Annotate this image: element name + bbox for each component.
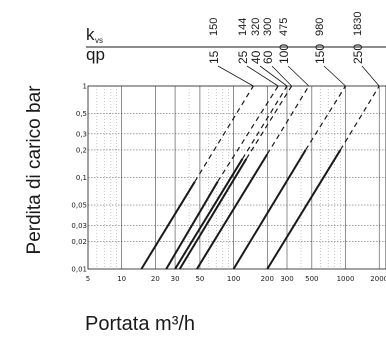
series-solid-40 <box>174 158 244 270</box>
x-tick-label: 500 <box>305 275 318 283</box>
y-tick-label: 0,5 <box>76 110 87 118</box>
series-solid-250 <box>266 149 342 270</box>
series-solid-100 <box>196 153 269 270</box>
x-tick-label: 1000 <box>337 275 355 283</box>
x-tick-label: 5 <box>86 275 90 283</box>
y-tick-label: 0,02 <box>71 238 87 246</box>
y-axis-title: Perdita di carico bar <box>24 85 45 255</box>
series-leader-40 <box>259 65 288 87</box>
qp-label-40: 40 <box>249 50 263 64</box>
kvs-header-main: k <box>86 25 95 44</box>
y-tick-label: 0,01 <box>71 266 87 274</box>
kvs-header-sub: vs <box>95 36 103 45</box>
series-dashed-100 <box>266 85 310 155</box>
qp-label-15: 15 <box>207 50 221 64</box>
x-axis-title: Portata m³/h <box>85 313 195 335</box>
qp-header-label: qp <box>86 45 105 64</box>
series-dashed-250 <box>339 85 380 151</box>
kvs-label-60: 300 <box>262 18 274 36</box>
series-dashed-150 <box>305 85 347 151</box>
x-tick-label: 30 <box>171 275 180 283</box>
x-tick-label: 100 <box>227 275 240 283</box>
series-solid-150 <box>232 149 307 270</box>
kvs-label-100: 475 <box>278 18 290 36</box>
kvs-label-25: 144 <box>237 18 249 36</box>
x-tick-label: 50 <box>195 275 204 283</box>
series-dashed-25 <box>217 85 279 183</box>
x-tick-label: 200 <box>261 275 274 283</box>
series-leader-100 <box>287 65 310 87</box>
kvs-label-15: 150 <box>208 18 220 36</box>
series-leader-25 <box>246 65 279 87</box>
qp-label-250: 250 <box>351 44 365 64</box>
kvs-header-label: k vs <box>86 25 103 45</box>
y-tick-label: 0,3 <box>76 130 87 138</box>
x-tick-label: 300 <box>280 275 293 283</box>
qp-label-150: 150 <box>313 44 327 64</box>
y-tick-label: 0,1 <box>76 174 87 182</box>
series-leader-250 <box>361 65 380 87</box>
series-lines <box>140 65 380 270</box>
axis-ticks: 5 10 20 30 50 100 200 300 500 1000 2000 0,01 0,02 0,0… <box>71 83 386 284</box>
series-leader-150 <box>323 65 346 87</box>
x-tick-label: 2000 <box>370 275 386 283</box>
series-leader-15 <box>217 65 254 87</box>
x-tick-label: 10 <box>117 275 126 283</box>
y-tick-label: 0,05 <box>71 202 87 210</box>
qp-label-100: 100 <box>277 44 291 64</box>
kvs-label-40: 320 <box>250 18 262 36</box>
series-dashed-15 <box>194 85 254 182</box>
y-tick-label: 0,2 <box>76 146 87 154</box>
y-tick-label: 1 <box>83 83 87 91</box>
series-solid-60 <box>178 158 248 270</box>
kvs-label-150: 980 <box>314 18 326 36</box>
qp-label-60: 60 <box>261 50 275 64</box>
grid <box>88 86 386 269</box>
y-tick-label: 0,03 <box>71 222 87 230</box>
x-tick-label: 20 <box>151 275 160 283</box>
series-solid-25 <box>165 181 219 270</box>
series-leader-60 <box>271 65 292 87</box>
kvs-label-250: 1830 <box>352 12 364 36</box>
series-dashed-40 <box>241 85 288 160</box>
series-dashed-60 <box>245 85 293 160</box>
qp-label-25: 25 <box>236 50 250 64</box>
series-solid-15 <box>140 181 196 270</box>
